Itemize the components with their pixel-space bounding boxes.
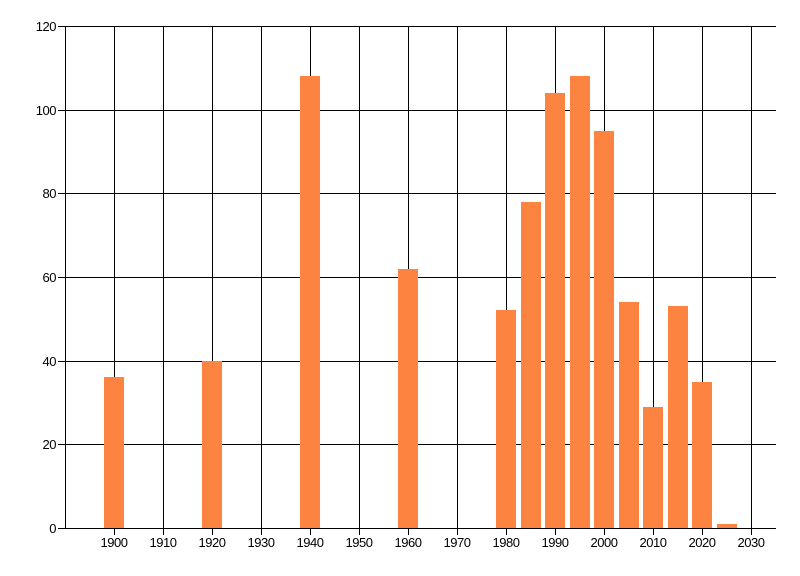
bar-2015 [668, 306, 688, 528]
x-tick-label: 1950 [345, 535, 373, 550]
gridline-y-40 [65, 361, 776, 362]
x-axis-tick-1970 [457, 528, 458, 535]
gridline-x-1910 [163, 26, 164, 528]
y-axis-tick-0 [58, 528, 65, 529]
x-axis-tick-1910 [163, 528, 164, 535]
bar-2025 [717, 524, 737, 528]
x-axis-tick-1960 [408, 528, 409, 535]
y-axis-tick-20 [58, 444, 65, 445]
bar-2005 [619, 302, 639, 528]
x-axis-tick-2020 [702, 528, 703, 535]
x-tick-label: 1980 [492, 535, 520, 550]
y-tick-label: 60 [42, 270, 57, 285]
bar-1990 [545, 93, 565, 528]
bar-1900 [104, 377, 124, 528]
x-axis-tick-2000 [604, 528, 605, 535]
x-tick-label: 1930 [247, 535, 275, 550]
x-axis-tick-1940 [310, 528, 311, 535]
bar-1985 [521, 202, 541, 528]
x-tick-label: 1900 [100, 535, 128, 550]
bar-1940 [300, 76, 320, 528]
gridline-x-1980 [506, 26, 507, 528]
y-axis-line [65, 26, 66, 529]
x-tick-label: 2020 [688, 535, 716, 550]
gridline-x-2030 [751, 26, 752, 528]
y-tick-label: 120 [35, 19, 57, 34]
x-tick-label: 2030 [737, 535, 765, 550]
x-axis-line [65, 528, 776, 529]
x-tick-label: 1920 [198, 535, 226, 550]
bar-2000 [594, 131, 614, 528]
x-tick-label: 1970 [443, 535, 471, 550]
bar-1960 [398, 269, 418, 528]
y-axis-tick-60 [58, 277, 65, 278]
y-axis-tick-100 [58, 110, 65, 111]
y-tick-label: 40 [42, 354, 57, 369]
bar-1995 [570, 76, 590, 528]
bar-1980 [496, 310, 516, 528]
gridline-x-1930 [261, 26, 262, 528]
y-axis-tick-80 [58, 193, 65, 194]
bar-1920 [202, 361, 222, 528]
y-tick-label: 0 [49, 521, 56, 536]
gridline-y-60 [65, 277, 776, 278]
y-tick-label: 100 [35, 103, 57, 118]
gridline-x-2010 [653, 26, 654, 528]
x-axis-tick-1990 [555, 528, 556, 535]
x-axis-tick-2010 [653, 528, 654, 535]
x-tick-label: 1990 [541, 535, 569, 550]
x-axis-tick-1920 [212, 528, 213, 535]
gridline-x-1900 [114, 26, 115, 528]
bar-2020 [692, 382, 712, 528]
gridline-x-1950 [359, 26, 360, 528]
gridline-x-2020 [702, 26, 703, 528]
x-axis-tick-1900 [114, 528, 115, 535]
gridline-y-80 [65, 193, 776, 194]
gridline-y-100 [65, 110, 776, 111]
gridline-y-120 [65, 26, 776, 27]
x-tick-label: 2010 [639, 535, 667, 550]
gridline-x-1920 [212, 26, 213, 528]
y-tick-label: 80 [42, 186, 57, 201]
x-axis-tick-1930 [261, 528, 262, 535]
bar-2010 [643, 407, 663, 528]
x-tick-label: 1960 [394, 535, 422, 550]
x-tick-label: 2000 [590, 535, 618, 550]
gridline-x-1970 [457, 26, 458, 528]
y-tick-label: 20 [42, 437, 57, 452]
x-axis-tick-1980 [506, 528, 507, 535]
x-tick-label: 1940 [296, 535, 324, 550]
x-axis-tick-2030 [751, 528, 752, 535]
x-tick-label: 1910 [149, 535, 177, 550]
y-axis-tick-40 [58, 361, 65, 362]
x-axis-tick-1950 [359, 528, 360, 535]
y-axis-tick-120 [58, 26, 65, 27]
gridline-y-20 [65, 444, 776, 445]
